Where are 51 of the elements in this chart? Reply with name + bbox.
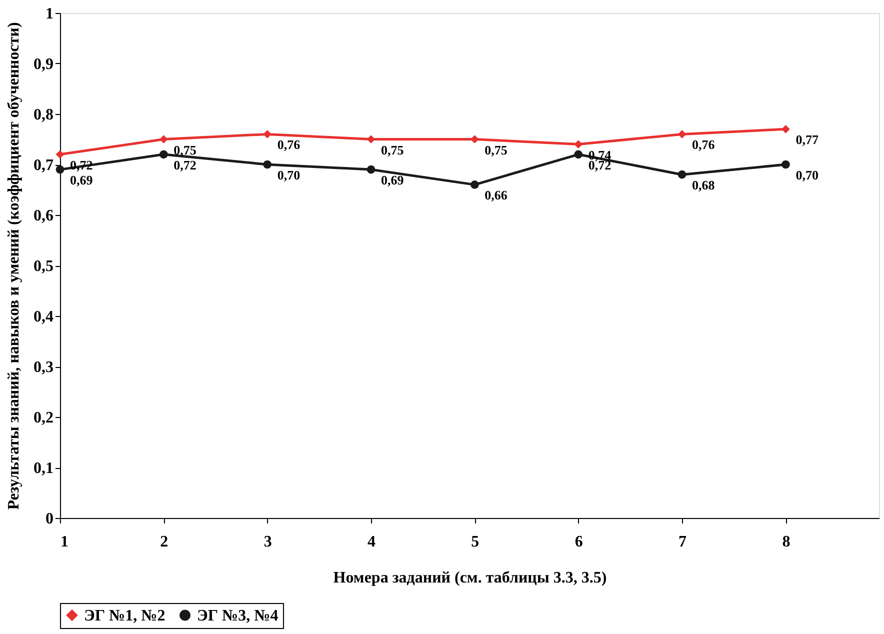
point bbox=[678, 170, 686, 179]
data-label: 0,75 bbox=[381, 142, 404, 158]
data-label: 0,70 bbox=[796, 168, 818, 182]
data-label: 0,76 bbox=[692, 137, 716, 152]
point bbox=[56, 150, 64, 159]
y-tick-label: 0,4 bbox=[34, 308, 54, 326]
data-label: 0,75 bbox=[174, 142, 197, 158]
point bbox=[159, 135, 168, 144]
point bbox=[782, 160, 790, 169]
legend-label: ЭГ №3, №4 bbox=[197, 607, 278, 624]
point bbox=[678, 130, 686, 138]
data-label: 0,76 bbox=[277, 137, 301, 152]
x-tick-label: 8 bbox=[782, 534, 790, 550]
y-tick-label: 0,6 bbox=[34, 208, 54, 224]
data-label: 0,68 bbox=[692, 178, 716, 193]
data-label: 0,69 bbox=[381, 172, 404, 188]
data-label: 0,72 bbox=[174, 157, 196, 172]
data-label: 0,77 bbox=[796, 132, 819, 148]
y-tick-label: 0,9 bbox=[34, 56, 54, 73]
y-axis-title: Результаты знаний, навыков и умений (коэффициент обученности) bbox=[6, 22, 22, 510]
x-tick-label: 5 bbox=[471, 534, 480, 550]
x-tick-label: 7 bbox=[678, 534, 687, 550]
x-tick-label: 2 bbox=[160, 534, 168, 550]
y-tick-label: 0,1 bbox=[34, 460, 54, 477]
point bbox=[574, 150, 583, 159]
y-tick-label: 0,5 bbox=[34, 258, 54, 275]
point bbox=[470, 180, 479, 189]
y-tick-label: 0,3 bbox=[34, 359, 54, 376]
data-label: 0,70 bbox=[277, 168, 300, 182]
x-tick-label: 6 bbox=[574, 534, 583, 550]
data-label: 0,69 bbox=[70, 172, 94, 188]
x-tick-label: 4 bbox=[368, 534, 376, 550]
point bbox=[366, 165, 376, 174]
point bbox=[574, 140, 583, 148]
point bbox=[56, 165, 64, 174]
point bbox=[263, 160, 272, 169]
y-tick-label: 0,8 bbox=[34, 106, 54, 124]
point bbox=[159, 150, 168, 159]
y-tick-label: 0,2 bbox=[34, 410, 54, 426]
data-label: 0,75 bbox=[484, 142, 508, 158]
legend-label: ЭГ №1, №2 bbox=[84, 607, 166, 624]
x-axis-title: Номера заданий (см. таблицы 3.3, 3.5) bbox=[333, 570, 607, 586]
y-tick-label: 0,7 bbox=[34, 157, 54, 174]
point bbox=[470, 135, 479, 144]
point bbox=[782, 124, 790, 134]
y-tick-label: 1 bbox=[46, 6, 54, 22]
point bbox=[263, 130, 272, 138]
y-tick-label: 0 bbox=[46, 510, 54, 528]
data-label: 0,66 bbox=[484, 188, 508, 203]
x-tick-label: 3 bbox=[264, 534, 272, 550]
x-tick-label: 1 bbox=[60, 534, 68, 550]
